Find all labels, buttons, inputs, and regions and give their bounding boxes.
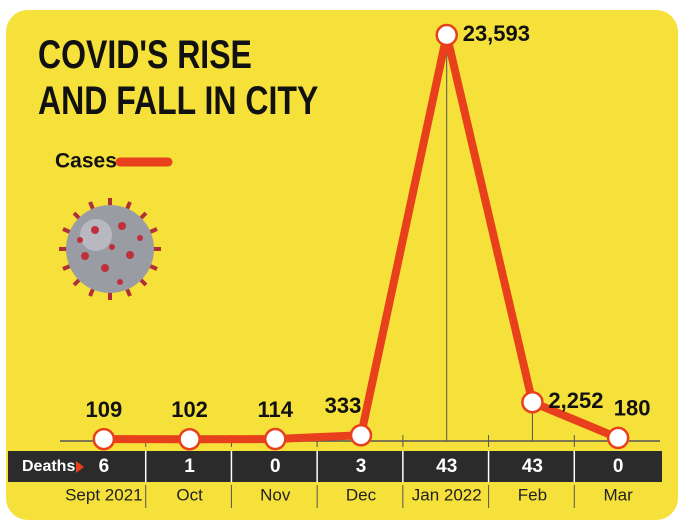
x-tick-label: Dec — [346, 485, 377, 504]
value-label: 180 — [614, 396, 651, 421]
deaths-band — [8, 451, 662, 482]
x-tick-label: Nov — [260, 485, 291, 504]
data-point — [264, 427, 287, 451]
data-point — [435, 23, 458, 47]
deaths-value: 43 — [522, 456, 543, 477]
card-background — [6, 10, 678, 520]
deaths-arrow — [76, 461, 84, 473]
data-point — [349, 424, 373, 447]
deaths-value: 0 — [613, 456, 624, 477]
chart-title: COVID'S RISE AND FALL IN CITY — [38, 33, 319, 123]
value-label: 102 — [171, 397, 208, 422]
value-label: 2,252 — [548, 388, 603, 413]
x-tick-label: Mar — [604, 485, 634, 504]
value-label: 114 — [258, 397, 294, 422]
deaths-label: Deaths — [22, 458, 75, 475]
deaths-value: 6 — [99, 456, 110, 477]
deaths-value: 43 — [436, 456, 457, 477]
value-label: 333 — [325, 393, 362, 418]
data-point — [178, 427, 201, 451]
data-point — [92, 427, 116, 451]
value-label: 23,593 — [463, 21, 530, 46]
virus-illustration — [59, 198, 161, 300]
deaths-value: 3 — [356, 456, 367, 477]
legend-label: Cases — [55, 150, 117, 173]
x-tick-label: Sept 2021 — [65, 485, 143, 504]
deaths-value: 1 — [184, 456, 195, 477]
x-tick-label: Jan 2022 — [412, 485, 482, 504]
x-tick-label: Feb — [518, 485, 547, 504]
x-tick-label: Oct — [176, 485, 203, 504]
deaths-value: 0 — [270, 456, 281, 477]
data-point — [521, 390, 544, 414]
value-label: 109 — [85, 397, 122, 422]
data-point — [606, 426, 630, 450]
